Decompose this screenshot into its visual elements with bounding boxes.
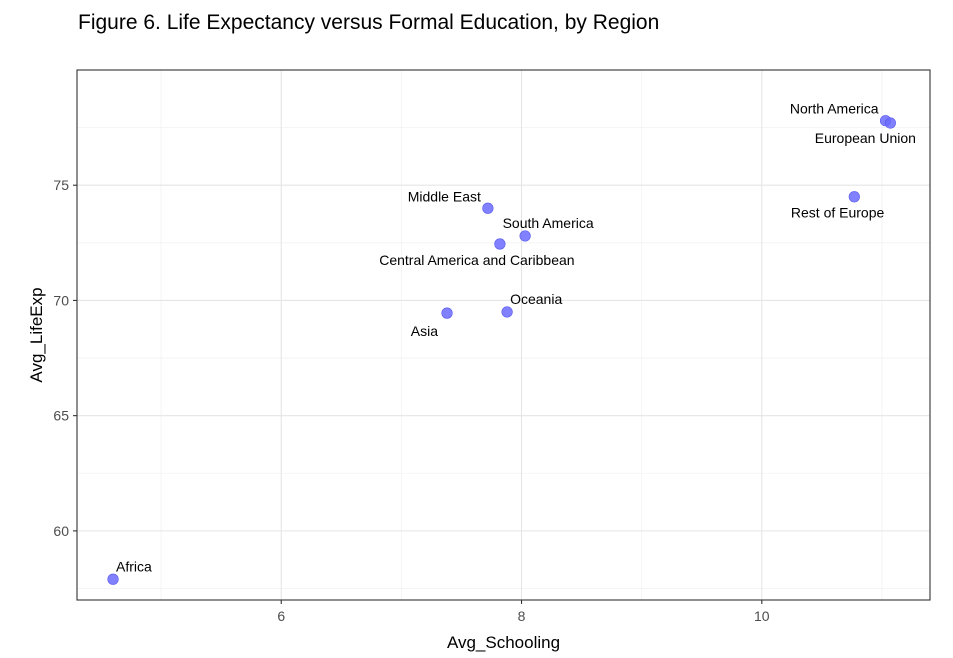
y-tick-label: 70	[53, 292, 69, 308]
point-label: Central America and Caribbean	[379, 252, 574, 268]
data-point	[519, 230, 531, 242]
axis-ticks: 6 8 10 60 65 70 75	[53, 177, 769, 624]
x-tick-label: 8	[518, 608, 526, 624]
point-label: Asia	[411, 323, 438, 339]
x-tick-label: 10	[754, 608, 770, 624]
y-tick-label: 75	[53, 177, 69, 193]
y-tick-label: 60	[53, 523, 69, 539]
point-label: Oceania	[510, 291, 562, 307]
data-point	[107, 573, 119, 585]
x-tick-label: 6	[277, 608, 285, 624]
point-label: Rest of Europe	[791, 205, 885, 221]
y-tick-label: 65	[53, 408, 69, 424]
data-point	[848, 191, 860, 203]
data-point	[441, 307, 453, 319]
point-label: North America	[790, 101, 879, 117]
data-point	[482, 202, 494, 214]
point-label: European Union	[815, 130, 916, 146]
data-point	[501, 306, 513, 318]
point-label: South America	[503, 215, 594, 231]
data-point	[884, 117, 896, 129]
point-label: Africa	[116, 558, 152, 574]
point-labels: North America European Union Rest of Europ…	[116, 101, 916, 575]
point-label: Middle East	[408, 188, 481, 204]
data-point	[494, 238, 506, 250]
data-points	[107, 115, 896, 585]
panel-border	[76, 69, 931, 601]
y-axis-title: Avg_LifeExp	[27, 287, 46, 382]
chart-title: Figure 6. Life Expectancy versus Formal …	[78, 11, 659, 34]
x-axis-title: Avg_Schooling	[447, 633, 560, 652]
grid	[77, 69, 930, 600]
